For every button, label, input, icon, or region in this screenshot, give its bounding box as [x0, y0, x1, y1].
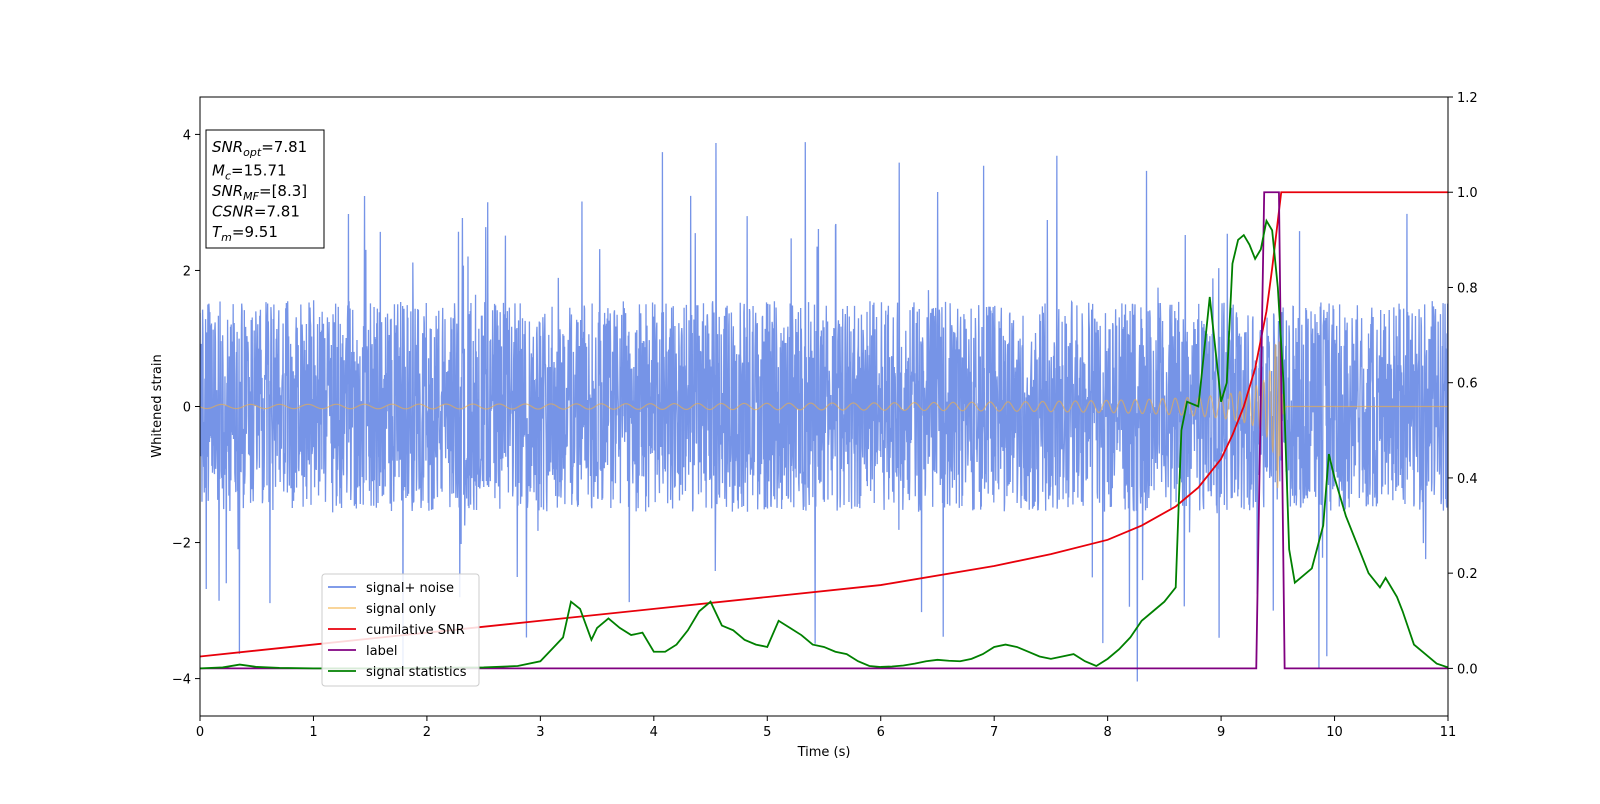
x-tick-label: 9	[1217, 725, 1225, 740]
legend-item-label: signal statistics	[366, 665, 467, 680]
y2-tick-label: 0.2	[1457, 567, 1478, 582]
legend-item-label: signal+ noise	[366, 581, 454, 596]
stats-value: =[8.3]	[259, 182, 307, 200]
stats-value: =7.81	[254, 203, 300, 221]
stats-symbol: T	[212, 223, 223, 241]
y2-tick-label: 0.4	[1457, 472, 1478, 487]
axes-layer: 0 1 2 3 4 5 6 7 8 9 10 11 −4 −2 0 2 4 0.0 0.2 0.4 0.6 0.8 1.0 1…	[172, 91, 1478, 740]
legend-frame	[321, 573, 480, 687]
y2-tick-label: 1.0	[1457, 186, 1478, 201]
x-tick-label: 4	[650, 725, 658, 740]
x-tick-label: 0	[196, 725, 204, 740]
legend-item-label: cumilative SNR	[366, 623, 465, 638]
x-axis-label: Time (s)	[797, 745, 851, 760]
y-tick-label: −4	[172, 673, 191, 688]
stats-symbol: M	[212, 162, 225, 180]
stats-line: Mc=15.71	[212, 162, 287, 183]
y2-tick-label: 1.2	[1457, 91, 1478, 106]
x-tick-label: 2	[423, 725, 431, 740]
legend: signal+ noise signal only cumilative SNR la…	[321, 573, 480, 687]
x-tick-label: 8	[1103, 725, 1111, 740]
stats-subscript: c	[225, 170, 231, 183]
x-tick-label: 6	[877, 725, 885, 740]
stats-box-frame	[205, 129, 325, 249]
x-tick-label: 1	[309, 725, 317, 740]
y-tick-label: 0	[183, 401, 191, 416]
series-line-signal-statistics	[200, 218, 1448, 670]
stats-symbol: SNR	[212, 138, 243, 156]
stats-value: =7.81	[261, 138, 307, 156]
stats-line: SNRMF=[8.3]	[212, 182, 307, 203]
stats-line: CSNR=7.81	[212, 203, 300, 221]
stats-line: SNRopt=7.81	[212, 138, 307, 159]
y-tick-label: −2	[172, 537, 191, 552]
stats-line: Tm=9.51	[212, 223, 278, 244]
stats-subscript: m	[221, 231, 232, 244]
series-line-label	[200, 191, 1448, 670]
y2-tick-label: 0.6	[1457, 377, 1478, 392]
y2-tick-label: 0.0	[1457, 662, 1478, 677]
series-line-signal-only	[200, 341, 1448, 489]
y-tick-label: 2	[183, 264, 191, 279]
stats-symbol: SNR	[212, 182, 243, 200]
x-tick-label: 11	[1440, 725, 1457, 740]
legend-item-label: signal only	[366, 602, 436, 617]
stats-subscript: MF	[243, 190, 259, 203]
x-tick-label: 5	[763, 725, 771, 740]
y-tick-label: 4	[183, 128, 191, 143]
series-layer	[200, 142, 1448, 682]
y-axis-label: Whitened strain	[150, 354, 165, 457]
x-tick-label: 3	[536, 725, 544, 740]
x-tick-label: 7	[990, 725, 998, 740]
stats-value: =9.51	[232, 223, 278, 241]
stats-symbol: CSNR	[212, 203, 254, 221]
x-tick-label: 10	[1326, 725, 1343, 740]
stats-subscript: opt	[243, 146, 262, 159]
y2-tick-label: 0.8	[1457, 281, 1478, 296]
stats-box: SNRopt=7.81Mc=15.71SNRMF=[8.3]CSNR=7.81T…	[205, 129, 325, 249]
legend-item-label: label	[366, 644, 397, 659]
stats-value: =15.71	[231, 162, 287, 180]
